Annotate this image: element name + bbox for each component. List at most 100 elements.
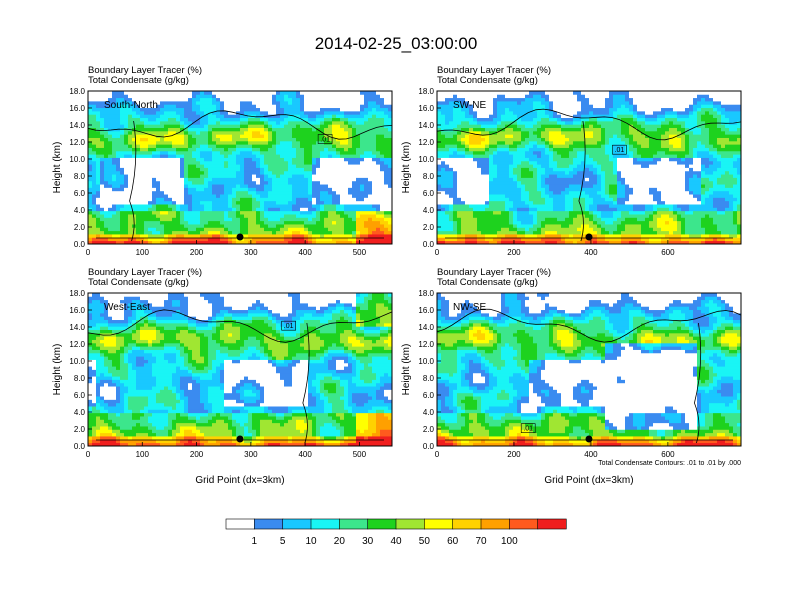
heatmap-cell bbox=[453, 217, 458, 222]
heatmap-cell bbox=[256, 117, 261, 122]
heatmap-cell bbox=[256, 120, 261, 125]
heatmap-cell bbox=[236, 200, 241, 205]
heatmap-cell bbox=[513, 177, 518, 182]
heatmap-cell bbox=[376, 147, 381, 152]
heatmap-cell bbox=[244, 114, 249, 119]
heatmap-cell bbox=[276, 240, 281, 245]
heatmap-cell bbox=[316, 167, 321, 172]
heatmap-cell bbox=[128, 194, 133, 198]
heatmap-cell bbox=[493, 124, 498, 128]
heatmap-cell bbox=[328, 127, 333, 132]
heatmap-cell bbox=[192, 234, 197, 238]
heatmap-cell bbox=[212, 224, 217, 228]
heatmap-cell bbox=[108, 224, 113, 228]
heatmap-cell bbox=[360, 91, 365, 95]
heatmap-cell bbox=[104, 160, 109, 165]
heatmap-cell bbox=[348, 204, 353, 208]
heatmap-cell bbox=[553, 187, 558, 192]
heatmap-cell bbox=[344, 174, 349, 178]
heatmap-cell bbox=[537, 110, 542, 115]
heatmap-cell bbox=[304, 240, 309, 245]
heatmap-cell bbox=[481, 140, 486, 145]
heatmap-cell bbox=[196, 114, 201, 119]
heatmap-cell bbox=[501, 224, 506, 228]
heatmap-cell bbox=[441, 217, 446, 222]
heatmap-cell bbox=[312, 177, 317, 182]
heatmap-cell bbox=[220, 180, 225, 185]
heatmap-cell bbox=[453, 170, 458, 175]
heatmap-cell bbox=[292, 117, 297, 122]
heatmap-cell bbox=[140, 184, 145, 188]
heatmap-cell bbox=[449, 160, 454, 165]
heatmap-cell bbox=[192, 230, 197, 235]
heatmap-cell bbox=[549, 170, 554, 175]
heatmap-cell bbox=[108, 174, 113, 178]
heatmap-cell bbox=[461, 164, 466, 168]
heatmap-cell bbox=[172, 190, 177, 195]
heatmap-cell bbox=[320, 194, 325, 198]
heatmap-cell bbox=[220, 190, 225, 195]
heatmap-cell bbox=[308, 224, 313, 228]
heatmap-cell bbox=[216, 100, 221, 105]
heatmap-cell bbox=[348, 107, 353, 112]
heatmap-cell bbox=[372, 147, 377, 152]
heatmap-cell bbox=[312, 97, 317, 102]
heatmap-cell bbox=[449, 180, 454, 185]
heatmap-cell bbox=[553, 104, 558, 109]
heatmap-cell bbox=[232, 134, 237, 138]
heatmap-cell bbox=[513, 164, 518, 168]
heatmap-cell bbox=[232, 187, 237, 192]
heatmap-cell bbox=[296, 114, 301, 119]
heatmap-cell bbox=[529, 187, 534, 192]
heatmap-cell bbox=[461, 237, 466, 242]
heatmap-cell bbox=[104, 91, 109, 95]
heatmap-cell bbox=[128, 144, 133, 148]
heatmap-cell bbox=[272, 210, 277, 215]
heatmap-cell bbox=[92, 194, 97, 198]
heatmap-cell bbox=[104, 100, 109, 105]
heatmap-cell bbox=[537, 177, 542, 182]
heatmap-cell bbox=[100, 157, 105, 162]
heatmap-cell bbox=[184, 200, 189, 205]
heatmap-cell bbox=[92, 104, 97, 109]
heatmap-cell bbox=[284, 144, 289, 148]
heatmap-cell bbox=[320, 107, 325, 112]
heatmap-cell bbox=[192, 224, 197, 228]
heatmap-cell bbox=[557, 104, 562, 109]
heatmap-cell bbox=[441, 147, 446, 152]
heatmap-cell bbox=[124, 97, 129, 102]
heatmap-cell bbox=[324, 124, 329, 128]
heatmap-cell bbox=[144, 240, 149, 245]
heatmap-cell bbox=[489, 110, 494, 115]
heatmap-cell bbox=[316, 184, 321, 188]
heatmap-cell bbox=[204, 187, 209, 192]
heatmap-cell bbox=[184, 227, 189, 232]
heatmap-cell bbox=[521, 197, 526, 202]
heatmap-cell bbox=[445, 184, 450, 188]
heatmap-cell bbox=[288, 160, 293, 165]
heatmap-cell bbox=[557, 234, 562, 238]
heatmap-cell bbox=[557, 184, 562, 188]
heatmap-cell bbox=[525, 170, 530, 175]
heatmap-cell bbox=[340, 190, 345, 195]
heatmap-cell bbox=[537, 197, 542, 202]
heatmap-cell bbox=[517, 150, 522, 155]
heatmap-cell bbox=[364, 130, 369, 135]
heatmap-cell bbox=[232, 237, 237, 242]
heatmap-cell bbox=[332, 104, 337, 109]
heatmap-cell bbox=[300, 107, 305, 112]
heatmap-cell bbox=[437, 130, 442, 135]
heatmap-cell bbox=[364, 104, 369, 109]
heatmap-cell bbox=[260, 234, 265, 238]
heatmap-cell bbox=[344, 190, 349, 195]
heatmap-cell bbox=[248, 180, 253, 185]
heatmap-cell bbox=[96, 234, 101, 238]
heatmap-cell bbox=[172, 200, 177, 205]
heatmap-cell bbox=[256, 217, 261, 222]
heatmap-cell bbox=[437, 134, 442, 138]
heatmap-cell bbox=[212, 124, 217, 128]
heatmap-cell bbox=[132, 180, 137, 185]
heatmap-cell bbox=[148, 157, 153, 162]
heatmap-cell bbox=[304, 97, 309, 102]
heatmap-cell bbox=[116, 220, 121, 225]
